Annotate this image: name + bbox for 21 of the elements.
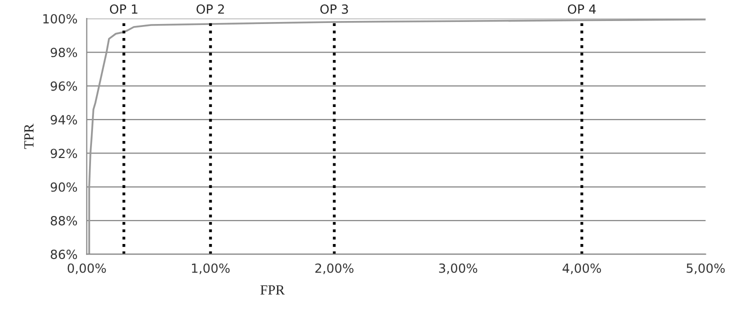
ref-line-label: OP 3 (320, 4, 348, 14)
y-tick-label: 92% (50, 148, 78, 158)
line-series (88, 18, 706, 254)
x-tick-label: 1,00% (192, 263, 230, 274)
y-axis-title: TPR (24, 124, 34, 149)
y-tick-label: 94% (50, 115, 78, 124)
y-tick-label: 96% (50, 81, 78, 91)
y-tick-label: 98% (50, 48, 78, 58)
x-tick-label: 0,00% (68, 263, 106, 274)
x-tick-label: 3,00% (439, 263, 478, 274)
ref-line-label: OP 4 (568, 4, 596, 14)
ref-line-label: OP 2 (196, 4, 224, 14)
x-tick-label: 2,00% (315, 263, 354, 274)
y-tick-label: 88% (50, 216, 78, 226)
ref-line-label: OP 1 (110, 4, 138, 14)
y-tick-label: 100% (43, 14, 78, 24)
y-tick-label: 86% (50, 250, 78, 260)
x-tick-label: 5,00% (686, 263, 725, 274)
x-tick-label: 4,00% (562, 263, 601, 274)
y-tick-label: 90% (50, 182, 78, 192)
x-axis-title: FPR (260, 285, 285, 294)
